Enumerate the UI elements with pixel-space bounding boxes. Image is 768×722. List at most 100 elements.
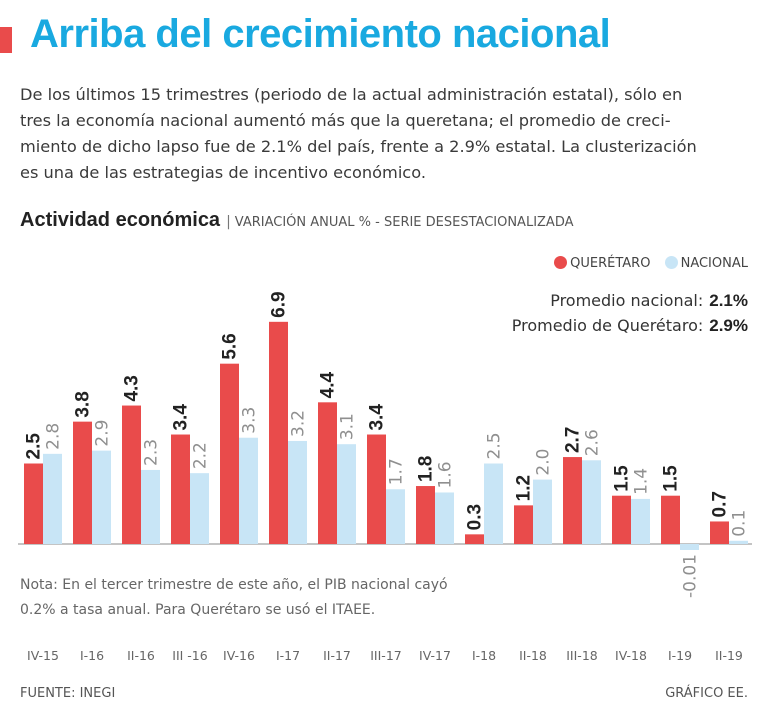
label-nacional-6: 3.1 — [338, 413, 358, 440]
intro-line: De los últimos 15 trimestres (periodo de… — [20, 85, 683, 104]
x-tick-label-13: I-19 — [668, 648, 692, 663]
x-tick-label-14: II-19 — [715, 648, 743, 663]
x-tick-label-0: IV-15 — [27, 648, 59, 663]
x-tick-label-7: III-17 — [370, 648, 401, 663]
bar-nacional-5 — [288, 440, 307, 544]
label-queretaro-4: 5.6 — [220, 333, 241, 359]
label-queretaro-12: 1.5 — [612, 465, 633, 492]
bar-nacional-3 — [190, 473, 209, 544]
chart-subtitle: VARIACIÓN ANUAL % - SERIE DESESTACIONALI… — [234, 215, 574, 230]
bar-queretaro-14 — [710, 521, 729, 544]
label-nacional-10: 2.0 — [534, 449, 554, 476]
x-tick-label-11: III-18 — [566, 648, 598, 663]
legend-label-queretaro: QUERÉTARO — [570, 256, 651, 271]
x-tick-label-4: IV-16 — [223, 648, 255, 663]
label-queretaro-13: 1.5 — [661, 465, 682, 492]
heading-separator: | — [226, 214, 231, 230]
bar-nacional-7 — [386, 489, 405, 544]
bar-nacional-0 — [43, 453, 62, 544]
bar-nacional-6 — [337, 444, 356, 544]
bar-nacional-8 — [435, 492, 454, 544]
intro-paragraph: De los últimos 15 trimestres (periodo de… — [20, 82, 750, 186]
bar-queretaro-0 — [24, 463, 43, 544]
bar-queretaro-13 — [661, 495, 680, 544]
label-nacional-11: 2.6 — [583, 429, 603, 456]
average-nacional-value: 2.1% — [709, 291, 748, 310]
bar-queretaro-11 — [563, 457, 582, 544]
x-tick-label-1: I-16 — [80, 648, 104, 663]
label-nacional-12: 1.4 — [632, 468, 652, 495]
label-queretaro-0: 2.5 — [24, 433, 45, 460]
intro-line: es una de las estrategias de incentivo e… — [20, 163, 426, 182]
bar-queretaro-2 — [122, 405, 141, 544]
x-tick-label-3: III -16 — [172, 648, 207, 663]
bar-queretaro-8 — [416, 486, 435, 544]
average-queretaro-value: 2.9% — [709, 316, 748, 335]
average-nacional: Promedio nacional: 2.1% — [512, 288, 748, 313]
chart-legend: QUERÉTARO NACIONAL — [544, 256, 748, 271]
bar-queretaro-10 — [514, 505, 533, 544]
bar-nacional-13 — [680, 544, 699, 550]
label-nacional-8: 1.6 — [436, 461, 456, 488]
label-queretaro-8: 1.8 — [416, 456, 437, 482]
label-nacional-9: 2.5 — [485, 432, 505, 459]
label-nacional-5: 3.2 — [289, 410, 309, 437]
label-queretaro-6: 4.4 — [318, 371, 339, 398]
label-nacional-3: 2.2 — [191, 442, 211, 469]
x-tick-label-9: I-18 — [472, 648, 496, 663]
average-queretaro-label: Promedio de Querétaro: — [511, 316, 704, 335]
chart-note: Nota: En el tercer trimestre de este año… — [20, 573, 448, 623]
source-credit: FUENTE: INEGI — [20, 686, 116, 701]
bar-queretaro-9 — [465, 534, 484, 544]
note-line: Nota: En el tercer trimestre de este año… — [20, 577, 448, 593]
legend-dot-nacional — [664, 256, 678, 269]
label-queretaro-11: 2.7 — [563, 427, 584, 453]
intro-line: miento de dicho lapso fue de 2.1% del pa… — [20, 137, 697, 156]
bar-nacional-4 — [239, 437, 258, 544]
bar-queretaro-1 — [73, 421, 92, 544]
averages-block: Promedio nacional: 2.1% Promedio de Queré… — [512, 288, 748, 338]
bar-queretaro-12 — [612, 495, 631, 544]
label-nacional-7: 1.7 — [387, 458, 407, 485]
label-queretaro-5: 6.9 — [269, 291, 290, 317]
bar-nacional-11 — [582, 460, 601, 544]
label-queretaro-14: 0.7 — [710, 491, 731, 517]
x-tick-label-5: I-17 — [276, 648, 300, 663]
bar-queretaro-4 — [220, 363, 239, 544]
bar-nacional-10 — [533, 479, 552, 544]
legend-item-queretaro: QUERÉTARO — [554, 256, 650, 271]
label-queretaro-1: 3.8 — [73, 391, 94, 417]
average-queretaro: Promedio de Querétaro: 2.9% — [512, 313, 748, 338]
bar-queretaro-6 — [318, 402, 337, 544]
label-nacional-2: 2.3 — [142, 439, 162, 466]
x-tick-label-2: II-16 — [127, 648, 155, 663]
bar-nacional-2 — [141, 469, 160, 544]
x-tick-label-8: IV-17 — [419, 648, 451, 663]
x-tick-label-6: II-17 — [323, 648, 351, 663]
legend-dot-queretaro — [554, 256, 568, 269]
label-nacional-1: 2.9 — [93, 420, 113, 447]
note-line: 0.2% a tasa anual. Para Querétaro se usó… — [20, 602, 376, 618]
label-queretaro-9: 0.3 — [465, 504, 486, 530]
label-queretaro-10: 1.2 — [514, 475, 535, 501]
bar-nacional-12 — [631, 498, 650, 544]
page-title: Arriba del crecimiento nacional — [30, 12, 611, 56]
legend-label-nacional: NACIONAL — [680, 256, 748, 271]
label-nacional-13: -0.01 — [681, 554, 701, 598]
bar-nacional-14 — [729, 540, 748, 544]
chart-title: Actividad económica — [20, 209, 221, 231]
title-accent-bar — [0, 27, 12, 53]
label-queretaro-7: 3.4 — [367, 404, 388, 431]
intro-line: tres la economía nacional aumentó más qu… — [20, 111, 671, 130]
bar-nacional-9 — [484, 463, 503, 544]
x-tick-label-10: II-18 — [519, 648, 547, 663]
graphic-credit: GRÁFICO EE. — [665, 686, 748, 701]
average-nacional-label: Promedio nacional: — [550, 291, 704, 310]
label-nacional-14: 0.1 — [730, 510, 750, 537]
label-queretaro-2: 4.3 — [122, 375, 143, 401]
label-nacional-4: 3.3 — [240, 407, 260, 434]
bar-queretaro-7 — [367, 434, 386, 544]
legend-item-nacional: NACIONAL — [664, 256, 748, 271]
label-queretaro-3: 3.4 — [171, 404, 192, 431]
